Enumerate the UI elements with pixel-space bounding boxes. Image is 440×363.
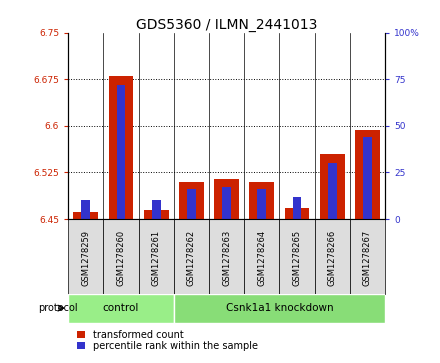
Bar [152, 200, 161, 219]
Text: GSM1278261: GSM1278261 [152, 230, 161, 286]
Bar [68, 219, 103, 294]
Text: control: control [103, 303, 139, 313]
Bar [209, 219, 244, 294]
Bar [328, 163, 337, 219]
Bar [355, 130, 380, 219]
Text: Csnk1a1 knockdown: Csnk1a1 knockdown [226, 303, 333, 313]
Bar [363, 137, 372, 219]
Bar [257, 189, 266, 219]
Title: GDS5360 / ILMN_2441013: GDS5360 / ILMN_2441013 [136, 18, 317, 32]
Bar [174, 294, 385, 323]
Text: GSM1278260: GSM1278260 [117, 230, 125, 286]
Bar [315, 219, 350, 294]
Bar [249, 182, 274, 219]
Bar [103, 219, 139, 294]
Bar [244, 219, 279, 294]
Bar [139, 219, 174, 294]
Bar [279, 219, 315, 294]
Bar [68, 294, 174, 323]
Bar [73, 212, 98, 219]
Text: GSM1278259: GSM1278259 [81, 230, 90, 286]
Bar [214, 179, 239, 219]
Bar [350, 219, 385, 294]
Bar [81, 200, 90, 219]
Bar [117, 85, 125, 219]
Bar [144, 210, 169, 219]
Bar [179, 182, 204, 219]
Text: GSM1278262: GSM1278262 [187, 230, 196, 286]
Bar [320, 154, 345, 219]
Bar [174, 219, 209, 294]
Bar [293, 197, 301, 219]
Bar [187, 189, 196, 219]
Text: GSM1278267: GSM1278267 [363, 230, 372, 286]
Text: GSM1278266: GSM1278266 [328, 230, 337, 286]
Legend: transformed count, percentile rank within the sample: transformed count, percentile rank withi… [73, 326, 261, 355]
Bar [109, 76, 133, 219]
Bar [285, 208, 309, 219]
Text: GSM1278263: GSM1278263 [222, 230, 231, 286]
Text: protocol: protocol [38, 303, 78, 313]
Text: GSM1278264: GSM1278264 [257, 230, 266, 286]
Bar [222, 187, 231, 219]
Text: GSM1278265: GSM1278265 [293, 230, 301, 286]
